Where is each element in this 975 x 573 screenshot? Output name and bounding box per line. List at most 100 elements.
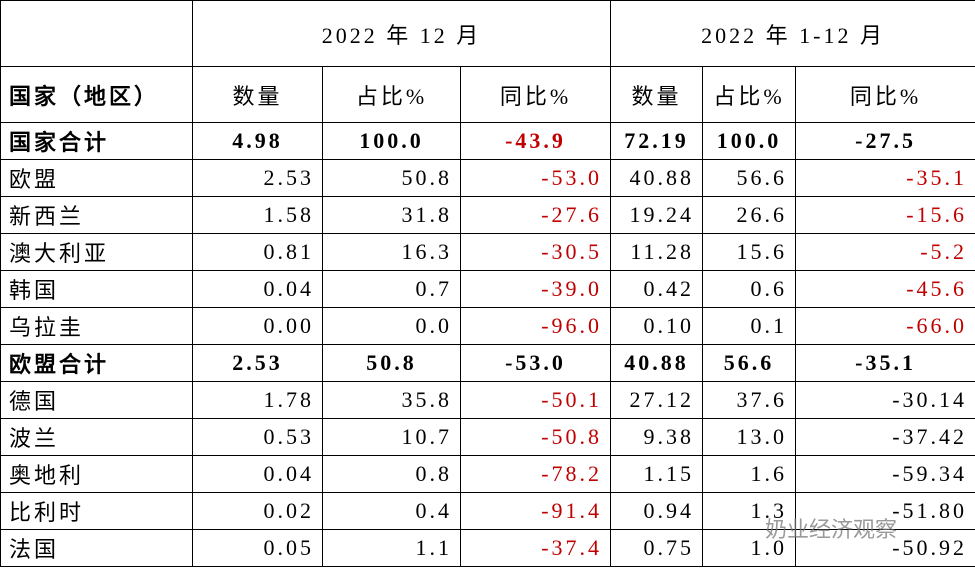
column-header: 同比%	[459, 66, 612, 123]
value-cell: -50.92	[795, 529, 975, 567]
region-cell: 韩国	[0, 270, 193, 308]
value-cell: 0.00	[192, 307, 323, 345]
value-cell: 13.0	[702, 418, 797, 456]
data-row: 德国 1.78 35.8 -50.1 27.12 37.6 -30.14	[0, 381, 975, 419]
value-cell: -5.2	[795, 233, 975, 271]
region-cell: 波兰	[0, 418, 193, 456]
value-cell: 37.6	[702, 381, 797, 419]
value-cell: -43.9	[459, 122, 612, 160]
value-cell: 40.88	[610, 159, 704, 197]
empty-cell	[0, 0, 193, 67]
value-cell: -27.5	[795, 122, 975, 160]
data-row: 奥地利 0.04 0.8 -78.2 1.15 1.6 -59.34	[0, 455, 975, 493]
region-cell: 乌拉圭	[0, 307, 193, 345]
data-row: 法国 0.05 1.1 -37.4 0.75 1.0 -50.92	[0, 529, 975, 567]
value-cell: 0.53	[192, 418, 323, 456]
value-cell: 26.6	[702, 196, 797, 234]
value-cell: 100.0	[702, 122, 797, 160]
value-cell: -53.0	[459, 159, 612, 197]
value-cell: 2.53	[192, 159, 323, 197]
region-cell: 欧盟	[0, 159, 193, 197]
value-cell: 0.81	[192, 233, 323, 271]
data-row: 欧盟合计 2.53 50.8 -53.0 40.88 56.6 -35.1	[0, 344, 975, 382]
value-cell: -96.0	[459, 307, 612, 345]
value-cell: 15.6	[702, 233, 797, 271]
value-cell: 0.04	[192, 455, 323, 493]
value-cell: -35.1	[795, 159, 975, 197]
region-cell: 新西兰	[0, 196, 193, 234]
value-cell: 0.42	[610, 270, 704, 308]
value-cell: 0.10	[610, 307, 704, 345]
value-cell: 31.8	[322, 196, 461, 234]
value-cell: 35.8	[322, 381, 461, 419]
value-cell: 0.8	[322, 455, 461, 493]
region-cell: 欧盟合计	[0, 344, 193, 382]
value-cell: 100.0	[322, 122, 461, 160]
value-cell: -39.0	[459, 270, 612, 308]
value-cell: 1.58	[192, 196, 323, 234]
value-cell: -30.5	[459, 233, 612, 271]
value-cell: -35.1	[795, 344, 975, 382]
period-header: 2022 年 12 月	[191, 0, 612, 67]
value-cell: 0.05	[192, 529, 323, 567]
value-cell: -37.42	[795, 418, 975, 456]
value-cell: -78.2	[459, 455, 612, 493]
data-row: 澳大利亚 0.81 16.3 -30.5 11.28 15.6 -5.2	[0, 233, 975, 271]
value-cell: 10.7	[322, 418, 461, 456]
column-header: 同比%	[795, 66, 975, 123]
column-header: 国家（地区）	[0, 66, 193, 123]
value-cell: 1.0	[702, 529, 797, 567]
data-row: 新西兰 1.58 31.8 -27.6 19.24 26.6 -15.6	[0, 196, 975, 234]
value-cell: 0.7	[322, 270, 461, 308]
column-header-row: 国家（地区） 数量 占比% 同比% 数量 占比% 同比%	[0, 66, 975, 123]
value-cell: 1.1	[322, 529, 461, 567]
value-cell: 11.28	[610, 233, 704, 271]
value-cell: -37.4	[459, 529, 612, 567]
data-row: 韩国 0.04 0.7 -39.0 0.42 0.6 -45.6	[0, 270, 975, 308]
value-cell: 0.1	[702, 307, 797, 345]
value-cell: -59.34	[795, 455, 975, 493]
value-cell: 9.38	[610, 418, 704, 456]
value-cell: 0.02	[192, 492, 323, 530]
value-cell: 50.8	[322, 344, 461, 382]
value-cell: 1.6	[702, 455, 797, 493]
region-cell: 法国	[0, 529, 193, 567]
data-row: 乌拉圭 0.00 0.0 -96.0 0.10 0.1 -66.0	[0, 307, 975, 345]
value-cell: 40.88	[610, 344, 704, 382]
value-cell: 1.3	[702, 492, 797, 530]
region-cell: 奥地利	[0, 455, 193, 493]
value-cell: 16.3	[322, 233, 461, 271]
value-cell: 1.15	[610, 455, 704, 493]
value-cell: -91.4	[459, 492, 612, 530]
data-row: 国家合计 4.98 100.0 -43.9 72.19 100.0 -27.5	[0, 122, 975, 160]
value-cell: 0.4	[322, 492, 461, 530]
value-cell: 0.6	[702, 270, 797, 308]
value-cell: -50.8	[459, 418, 612, 456]
region-cell: 澳大利亚	[0, 233, 193, 271]
value-cell: -45.6	[795, 270, 975, 308]
column-header: 数量	[610, 66, 704, 123]
data-row: 波兰 0.53 10.7 -50.8 9.38 13.0 -37.42	[0, 418, 975, 456]
value-cell: 72.19	[610, 122, 704, 160]
value-cell: 19.24	[610, 196, 704, 234]
value-cell: 4.98	[192, 122, 323, 160]
watermark: 奶业经济观察	[765, 518, 898, 543]
value-cell: -66.0	[795, 307, 975, 345]
column-header: 数量	[192, 66, 323, 123]
value-cell: 56.6	[702, 159, 797, 197]
value-cell: 0.04	[192, 270, 323, 308]
value-cell: -53.0	[459, 344, 612, 382]
value-cell: -50.1	[459, 381, 612, 419]
column-header: 占比%	[702, 66, 797, 123]
region-cell: 德国	[0, 381, 193, 419]
value-cell: -30.14	[795, 381, 975, 419]
value-cell: 56.6	[702, 344, 797, 382]
value-cell: 2.53	[192, 344, 323, 382]
value-cell: 50.8	[322, 159, 461, 197]
value-cell: 27.12	[610, 381, 704, 419]
region-cell: 国家合计	[0, 122, 193, 160]
value-cell: 0.75	[610, 529, 704, 567]
